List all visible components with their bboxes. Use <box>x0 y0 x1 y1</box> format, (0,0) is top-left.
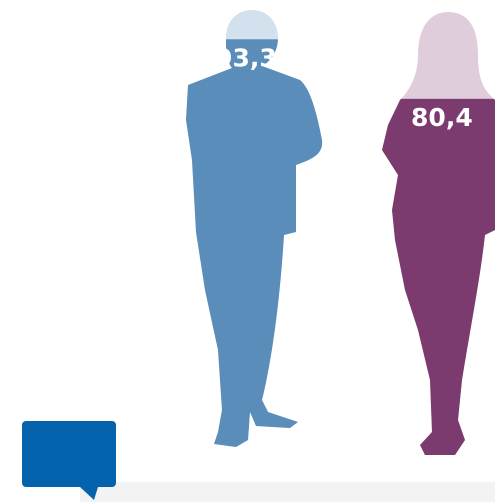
figure: 93,3 <box>186 10 323 447</box>
footer-strip <box>80 482 495 502</box>
comment-icon <box>22 421 116 500</box>
value-label: 93,3 <box>215 43 277 72</box>
figure: 80,4 <box>382 12 495 455</box>
figure-fill <box>382 98 495 455</box>
value-label: 80,4 <box>411 103 473 132</box>
figure-fill <box>186 39 323 447</box>
